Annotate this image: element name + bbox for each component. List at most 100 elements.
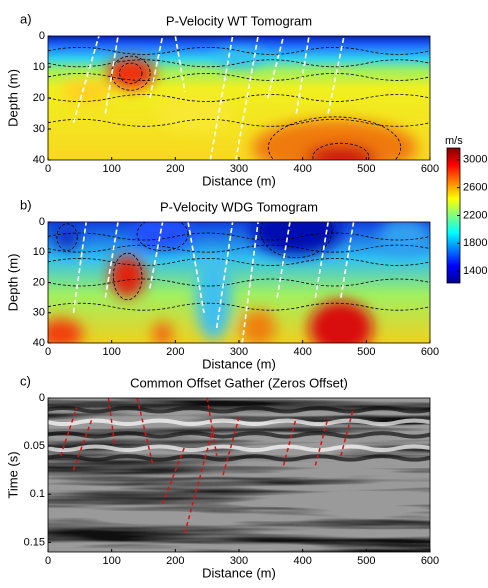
reflector [48,418,430,427]
contour [48,47,430,55]
y-axis-label: Depth (m) [5,69,20,127]
colorbar-tick-label: 1400 [463,265,487,277]
anomaly [195,255,232,340]
diffraction [340,407,355,456]
diffraction [282,417,298,466]
x-tick-label: 200 [166,163,184,175]
contour [48,73,430,81]
contour [48,59,430,68]
ray-path [149,36,164,99]
anomaly [130,222,195,250]
ray-path [340,222,355,298]
contour [267,116,402,160]
contour [56,223,78,251]
anomaly [48,318,84,343]
ray-path [174,36,186,92]
x-tick-label: 200 [166,346,184,358]
y-tick-label: 0.15 [24,536,45,548]
x-tick-label: 600 [421,555,439,567]
x-tick-label: 400 [293,163,311,175]
diffraction [184,426,215,533]
anomaly [153,321,173,343]
anomaly [251,222,341,256]
ray-path [295,36,310,114]
x-axis-label: Distance (m) [202,565,276,580]
x-tick-label: 400 [293,346,311,358]
contour [312,142,370,160]
y-tick-label: 0 [39,392,45,404]
y-tick-label: 40 [33,154,45,166]
x-tick-label: 300 [230,346,248,358]
ray-path [215,222,234,328]
contour [48,94,430,102]
ray-path [266,36,285,99]
y-tick-label: 30 [33,307,45,319]
colorbar-tick-label: 3000 [463,154,487,166]
y-tick-label: 20 [33,276,45,288]
diffraction [222,417,240,476]
diffraction [161,445,186,505]
ray-path [104,222,119,298]
ray-path [187,222,205,313]
contour [48,302,430,311]
anomaly [240,309,276,343]
x-tick-label: 0 [45,555,51,567]
x-tick-label: 400 [293,555,311,567]
diffraction [136,398,154,466]
x-tick-label: 100 [102,163,120,175]
ray-path [314,222,329,298]
x-tick-label: 500 [357,346,375,358]
contour [48,244,430,253]
y-tick-label: 20 [33,92,45,104]
ray-path [276,222,291,298]
diffraction [314,417,329,466]
anomaly [156,94,233,133]
anomaly [60,79,112,105]
contour [48,278,430,287]
ray-path [149,222,164,289]
y-tick-label: 30 [33,123,45,135]
plot-area [48,398,430,552]
panel-label: c) [20,373,31,388]
anomaly [54,225,80,250]
ray-path [235,36,259,160]
reflector [48,454,430,462]
y-axis-label: Time (s) [5,451,20,498]
ray-path [327,36,345,114]
plot-area [48,36,430,160]
contour [48,232,430,241]
diffraction [60,407,78,456]
x-tick-label: 300 [230,555,248,567]
anomaly [251,119,418,160]
reflector [48,444,430,453]
x-tick-label: 200 [166,555,184,567]
plot-area [48,222,430,343]
x-tick-label: 500 [357,163,375,175]
contour [260,222,333,259]
x-axis-label: Distance (m) [202,356,276,371]
x-tick-label: 0 [45,163,51,175]
velocity-anomalies [48,222,430,343]
panel-label: b) [20,197,32,212]
panel-label: a) [20,11,32,26]
contour [112,252,143,301]
anomaly [379,222,430,256]
y-axis-label: Depth (m) [5,254,20,312]
x-tick-label: 100 [102,346,120,358]
x-axis-label: Distance (m) [202,173,276,188]
anomaly [305,144,376,160]
contour [119,62,143,84]
reflector [48,406,430,414]
colorbar-tick-label: 2600 [463,182,487,194]
ray-path [104,36,119,114]
anomaly [109,255,146,298]
x-tick-label: 600 [421,346,439,358]
anomaly [116,63,145,83]
anomaly [309,300,373,343]
diffraction [107,398,116,447]
y-tick-label: 0 [39,30,45,42]
contour [48,258,430,266]
chart-title: P-Velocity WDG Tomogram [160,199,318,214]
y-tick-label: 10 [33,246,45,258]
